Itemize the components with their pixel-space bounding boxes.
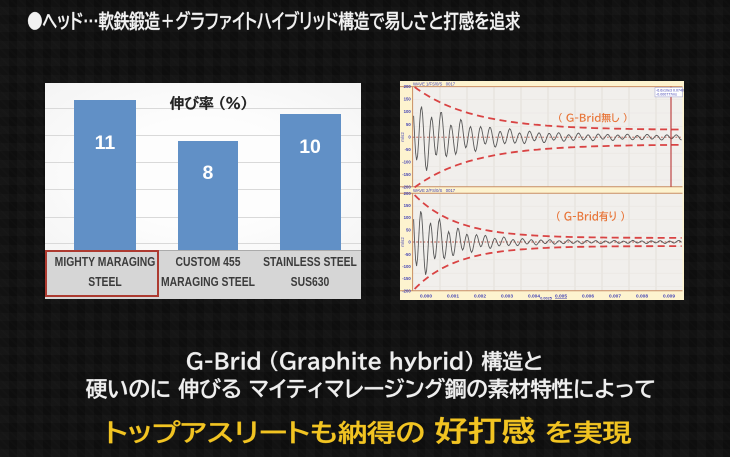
svg-text:0.009: 0.009 <box>663 293 675 299</box>
svg-text:0.001: 0.001 <box>447 293 459 299</box>
svg-text:0.000: 0.000 <box>420 293 432 299</box>
svg-text:0.005: 0.005 <box>555 293 567 299</box>
svg-text:0.002: 0.002 <box>474 293 486 299</box>
svg-text:0: 0 <box>408 134 411 139</box>
svg-text:-50: -50 <box>405 252 412 257</box>
svg-text:0.004: 0.004 <box>528 293 540 299</box>
svg-text:-100: -100 <box>402 159 411 164</box>
svg-text:WAVE 1/FS/0/S 0017: WAVE 1/FS/0/S 0017 <box>413 82 456 87</box>
svg-text:-200: -200 <box>402 184 411 189</box>
svg-text:150: 150 <box>404 203 412 208</box>
svg-text:-50: -50 <box>405 147 412 152</box>
svg-text:200: 200 <box>404 84 412 89</box>
svg-text:0.006: 0.006 <box>582 293 594 299</box>
svg-text:-150: -150 <box>402 276 411 281</box>
svg-text:-100: -100 <box>402 264 411 269</box>
svg-text:150: 150 <box>404 97 412 102</box>
svg-text:0.007: 0.007 <box>609 293 621 299</box>
svg-text:0: 0 <box>408 240 411 245</box>
svg-text:m/s2: m/s2 <box>400 237 405 247</box>
svg-text:WAVE 2/FS/0/S 0017: WAVE 2/FS/0/S 0017 <box>413 188 456 193</box>
svg-text:0.0025: 0.0025 <box>540 297 552 300</box>
svg-text:-200: -200 <box>402 288 411 293</box>
svg-text:50: 50 <box>406 227 411 232</box>
svg-text:0.003: 0.003 <box>501 293 513 299</box>
svg-text:100: 100 <box>404 215 412 220</box>
svg-text:0.008: 0.008 <box>636 293 648 299</box>
svg-text:-6.6x10e3 0.07404: -6.6x10e3 0.07404 <box>656 88 684 92</box>
svg-text:m/s2: m/s2 <box>400 132 405 142</box>
svg-text:100: 100 <box>404 109 412 114</box>
svg-text:200: 200 <box>404 191 412 196</box>
svg-text:-0.000777ms: -0.000777ms <box>656 93 677 97</box>
svg-text:-150: -150 <box>402 172 411 177</box>
svg-text:50: 50 <box>406 122 411 127</box>
